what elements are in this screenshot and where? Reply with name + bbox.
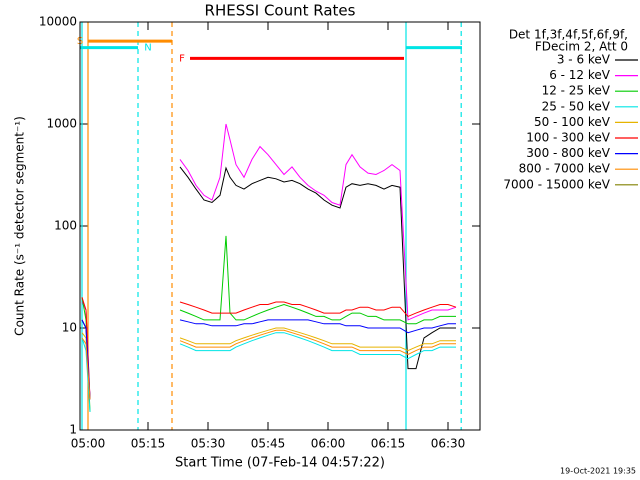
legend-label: 25 - 50 keV — [542, 99, 611, 113]
legend-label: 50 - 100 keV — [534, 115, 611, 129]
x-tick-label: 06:00 — [311, 437, 346, 451]
footer: 19-Oct-2021 19:35 — [560, 467, 636, 476]
x-tick-label: 06:15 — [371, 437, 406, 451]
y-tick-label: 1 — [69, 423, 77, 437]
legend-label: 300 - 800 keV — [526, 146, 610, 160]
legend-label: 7000 - 15000 keV — [503, 177, 610, 191]
y-tick-label: 10 — [62, 321, 77, 335]
x-tick-label: 05:00 — [71, 437, 106, 451]
chart-title: RHESSI Count Rates — [205, 2, 356, 20]
x-axis-label: Start Time (07-Feb-14 04:57:22) — [175, 456, 385, 471]
legend-label: 3 - 6 keV — [557, 53, 611, 67]
legend-label: 800 - 7000 keV — [519, 162, 611, 176]
legend-title: Det 1f,3f,4f,5f,6f,9f, — [509, 28, 628, 42]
flag-label: F — [179, 53, 185, 64]
x-tick-label: 05:30 — [191, 437, 226, 451]
legend-label: 100 - 300 keV — [526, 131, 610, 145]
y-tick-label: 100 — [54, 219, 77, 233]
x-tick-label: 05:15 — [131, 437, 166, 451]
x-tick-label: 05:45 — [251, 437, 286, 451]
plot-frame — [79, 21, 481, 431]
flag-label: N — [144, 43, 151, 54]
legend-label: 6 - 12 keV — [549, 68, 611, 82]
y-tick-label: 10000 — [39, 15, 77, 29]
legend-label: 12 - 25 keV — [542, 84, 611, 98]
series-line — [81, 329, 456, 400]
y-tick-label: 1000 — [46, 117, 77, 131]
legend-title: FDecim 2, Att 0 — [535, 40, 628, 54]
x-tick-label: 06:30 — [431, 437, 466, 451]
y-axis-label: Count Rate (s⁻¹ detector segment⁻¹) — [13, 116, 27, 336]
